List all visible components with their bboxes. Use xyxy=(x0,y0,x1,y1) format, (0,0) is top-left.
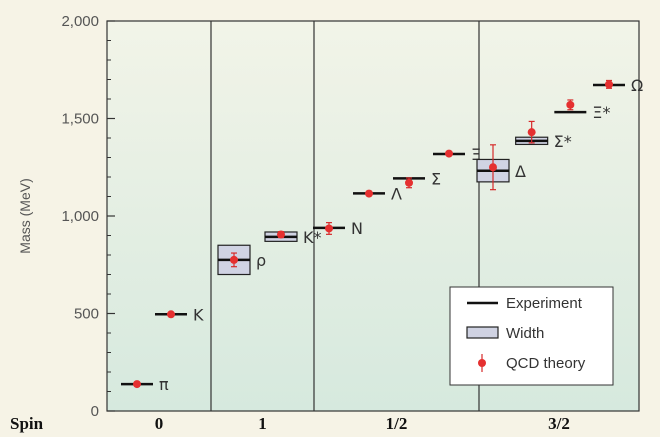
particle-K*: K* xyxy=(264,228,322,247)
y-axis: 0 500 1,000 1,500 2,000 xyxy=(61,13,115,420)
theory-point xyxy=(489,163,497,172)
legend-width-label: Width xyxy=(506,325,544,342)
theory-point xyxy=(527,128,536,137)
theory-point xyxy=(566,100,575,109)
particle-ρ: ρ xyxy=(217,244,266,276)
particle-label: K xyxy=(193,305,204,324)
theory-point xyxy=(605,80,613,89)
theory-point xyxy=(133,380,141,389)
spin-group-labels: 0 1 1/2 3/2 xyxy=(155,414,570,433)
particle-label: Λ xyxy=(391,184,402,203)
y-tick-label: 1,000 xyxy=(61,208,99,225)
particle-label: ρ xyxy=(256,251,266,270)
particle-Δ: Δ xyxy=(476,144,526,191)
theory-point xyxy=(325,224,333,233)
particle-label: Σ xyxy=(431,169,441,188)
legend-experiment-label: Experiment xyxy=(506,295,583,312)
particle-π: π xyxy=(121,375,169,394)
particle-label: Σ* xyxy=(554,132,572,151)
y-tick-label: 1,500 xyxy=(61,111,99,128)
theory-point xyxy=(277,230,285,239)
theory-point xyxy=(445,149,453,158)
spin-group-label: 1 xyxy=(258,414,267,433)
legend: Experiment Width QCD theory xyxy=(449,286,614,386)
particle-label: Δ xyxy=(515,162,526,181)
particle-Ξ: Ξ xyxy=(433,145,481,164)
particle-label: π xyxy=(159,375,169,394)
theory-point xyxy=(365,189,373,198)
particle-Σ*: Σ* xyxy=(515,120,572,151)
theory-point xyxy=(230,255,238,264)
spin-axis-title: Spin xyxy=(10,414,44,433)
y-tick-label: 500 xyxy=(74,306,99,323)
particle-Σ: Σ xyxy=(393,169,441,188)
legend-theory-label: QCD theory xyxy=(506,355,586,372)
y-axis-title: Mass (MeV) xyxy=(17,178,33,253)
y-tick-label: 2,000 xyxy=(61,13,99,30)
spin-group-label: 0 xyxy=(155,414,164,433)
theory-point xyxy=(167,310,175,319)
particle-label: K* xyxy=(303,228,322,247)
particle-label: Ω xyxy=(631,76,643,95)
spin-group-label: 1/2 xyxy=(386,414,408,433)
particle-Λ: Λ xyxy=(353,184,402,203)
y-tick-label: 0 xyxy=(91,403,99,420)
particle-label: Ξ* xyxy=(592,103,610,122)
legend-theory-swatch xyxy=(478,359,486,367)
spin-group-label: 3/2 xyxy=(548,414,570,433)
particle-label: Ξ xyxy=(471,145,481,164)
particle-K: K xyxy=(155,305,204,324)
particle-label: N xyxy=(351,219,363,238)
chart-marks: π Kρ K* N Λ Σ Ξ Δ Σ* Ξ* Ω xyxy=(121,76,643,394)
particle-N: N xyxy=(313,219,363,238)
legend-width-swatch xyxy=(466,326,499,339)
particle-Ξ*: Ξ* xyxy=(554,99,610,122)
particle-Ω: Ω xyxy=(593,76,643,95)
theory-point xyxy=(405,178,413,187)
